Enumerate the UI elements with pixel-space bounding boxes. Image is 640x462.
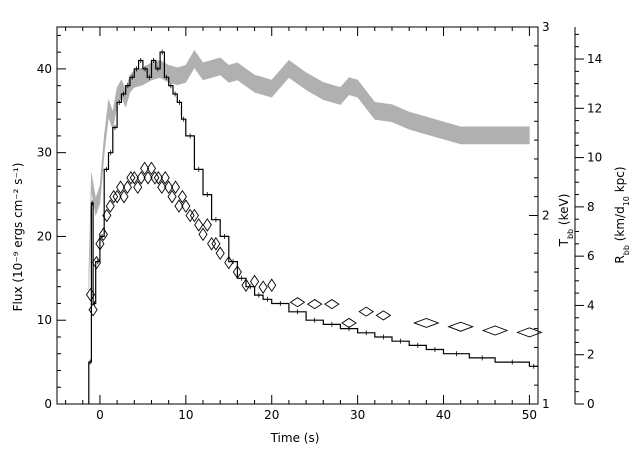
temperature-diamond — [481, 325, 509, 336]
temperature-diamond — [250, 274, 260, 289]
temperature-diamond — [358, 306, 375, 317]
labels-layer: Time (s) Flux (10⁻⁹ ergs cm⁻² s⁻¹) Tbb (… — [11, 163, 631, 445]
y-mid-axis-title: Tbb (keV) — [557, 194, 575, 248]
temperature-diamond — [241, 278, 251, 293]
y-right-tick-label: 2 — [587, 348, 595, 362]
y-right-axis-title: Rbb (km/d10 kpc) — [613, 166, 631, 263]
temperature-diamond — [88, 302, 98, 317]
temperature-diamond — [306, 299, 323, 310]
y-right-tick-label: 8 — [587, 200, 595, 214]
temperature-diamond — [140, 161, 150, 176]
temperature-diamond — [413, 317, 440, 328]
temperature-diamond — [189, 208, 199, 223]
temperature-diamond — [91, 255, 102, 270]
x-axis-title: Time (s) — [270, 431, 320, 445]
temperature-diamond — [150, 170, 160, 185]
temperature-diamond — [105, 199, 115, 213]
temperature-diamond — [109, 189, 119, 204]
temperature-diamond — [375, 310, 392, 321]
y-left-tick-label: 30 — [37, 146, 52, 160]
y-right-tick-label: 0 — [587, 397, 595, 411]
temperature-diamond — [157, 180, 167, 195]
temperature-diamond — [267, 278, 277, 293]
temperature-diamond — [232, 265, 242, 279]
y-left-tick-label: 20 — [37, 229, 52, 243]
temperature-diamond — [258, 280, 268, 294]
temperature-diamond — [202, 218, 212, 232]
temperature-diamond — [122, 180, 132, 195]
temperature-diamond — [324, 299, 340, 310]
temperature-diamond — [177, 189, 187, 204]
temperature-diamond — [133, 180, 143, 195]
temperature-diamond — [341, 317, 357, 328]
y-left-tick-label: 10 — [37, 313, 52, 327]
x-tick-label: 30 — [350, 408, 365, 422]
x-tick-label: 40 — [436, 408, 451, 422]
temperature-diamond — [167, 189, 177, 204]
temperature-diamond — [160, 170, 170, 185]
temperature-diamond — [215, 246, 225, 261]
temperature-diamond — [181, 199, 191, 213]
x-tick-label: 10 — [178, 408, 193, 422]
temperature-diamond — [447, 321, 474, 332]
temperature-diamond — [129, 170, 139, 185]
temperature-diamond — [143, 170, 153, 185]
y-mid-tick-label: 2 — [542, 209, 550, 223]
x-tick-label: 0 — [96, 408, 104, 422]
temperature-diamond — [112, 189, 122, 204]
temperature-diamond — [119, 189, 129, 204]
temperature-diamond — [198, 227, 208, 242]
temperature-diamond — [224, 255, 234, 270]
y-right-tick-label: 6 — [587, 249, 595, 263]
temperature-diamond — [98, 227, 108, 242]
temperature-diamond — [207, 236, 217, 251]
temperature-diamond — [194, 218, 204, 232]
diamond-layer — [85, 161, 543, 338]
temperature-diamond — [153, 170, 163, 185]
y-right-tick-label: 14 — [587, 52, 602, 66]
temperature-diamond — [164, 180, 174, 195]
temperature-diamond — [289, 297, 306, 308]
x-tick-label: 20 — [264, 408, 279, 422]
temperature-diamond — [126, 170, 136, 185]
y-left-tick-label: 0 — [44, 397, 52, 411]
temperature-diamond — [170, 180, 181, 195]
y-left-tick-label: 40 — [37, 62, 52, 76]
y-right-tick-label: 12 — [587, 101, 602, 115]
histogram-layer — [88, 49, 538, 404]
temperature-diamond — [85, 287, 96, 302]
y-mid-tick-label: 3 — [542, 20, 550, 34]
y-right-tick-label: 4 — [587, 298, 595, 312]
x-tick-label: 50 — [522, 408, 537, 422]
temperature-diamond — [136, 170, 146, 185]
temperature-diamond — [174, 199, 184, 213]
y-right-tick-label: 10 — [587, 151, 602, 165]
temperature-diamond — [516, 327, 543, 338]
temperature-diamond — [146, 161, 157, 176]
y-left-axis-title: Flux (10⁻⁹ ergs cm⁻² s⁻¹) — [11, 163, 25, 312]
temperature-diamond — [102, 208, 112, 223]
series-histogram-flux — [88, 51, 538, 404]
temperature-diamond — [116, 180, 126, 195]
y-mid-tick-label: 1 — [542, 397, 550, 411]
temperature-diamond — [95, 236, 105, 251]
temperature-diamond — [211, 236, 221, 251]
temperature-diamond — [185, 208, 195, 223]
